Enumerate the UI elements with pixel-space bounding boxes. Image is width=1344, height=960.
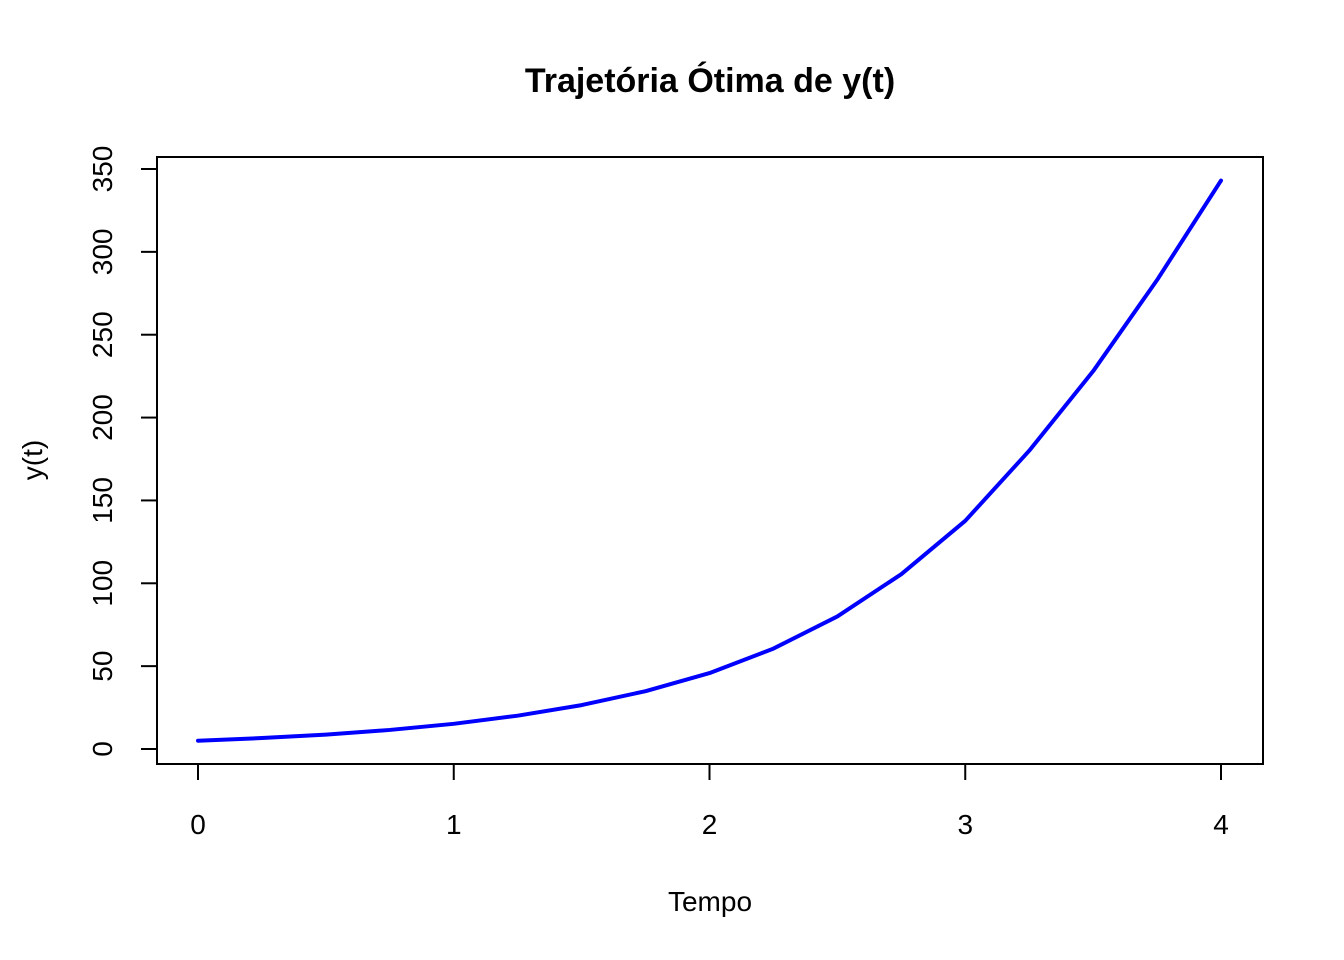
y-axis-label: y(t) [17, 440, 48, 480]
y-axis: 0 50 100 150 200 250 300 350 [87, 146, 158, 757]
y-tick-label: 150 [87, 477, 118, 524]
x-tick-label: 1 [446, 809, 462, 840]
series-line-0 [196, 178, 1223, 743]
x-tick-label: 4 [1213, 809, 1229, 840]
x-tick-label: 2 [702, 809, 718, 840]
y-tick-label: 0 [87, 741, 118, 757]
chart-title: Trajetória Ótima de y(t) [525, 62, 895, 100]
x-axis: 0 1 2 3 4 [190, 763, 1229, 840]
y-tick-label: 50 [87, 651, 118, 682]
x-tick-label: 3 [957, 809, 973, 840]
y-tick-label: 100 [87, 560, 118, 607]
x-axis-label: Tempo [668, 886, 752, 917]
y-tick-label: 200 [87, 394, 118, 441]
y-tick-label: 300 [87, 228, 118, 275]
x-tick-label: 0 [190, 809, 206, 840]
series-layer [196, 178, 1223, 743]
y-tick-label: 350 [87, 146, 118, 193]
y-tick-label: 250 [87, 311, 118, 358]
